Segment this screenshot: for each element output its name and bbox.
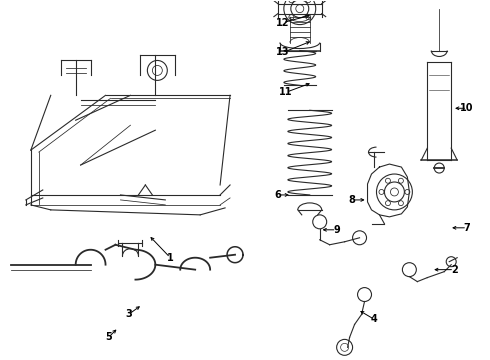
Text: 9: 9 [333,225,340,235]
Text: 4: 4 [371,314,378,324]
Text: 7: 7 [464,223,470,233]
Text: 13: 13 [276,48,290,58]
Text: 12: 12 [276,18,290,28]
Text: 3: 3 [125,310,132,319]
Text: 6: 6 [274,190,281,200]
Text: 8: 8 [348,195,355,205]
Text: 11: 11 [279,87,293,97]
Text: 5: 5 [105,332,112,342]
Text: 10: 10 [461,103,474,113]
Text: 2: 2 [451,265,458,275]
Text: 1: 1 [167,253,173,263]
